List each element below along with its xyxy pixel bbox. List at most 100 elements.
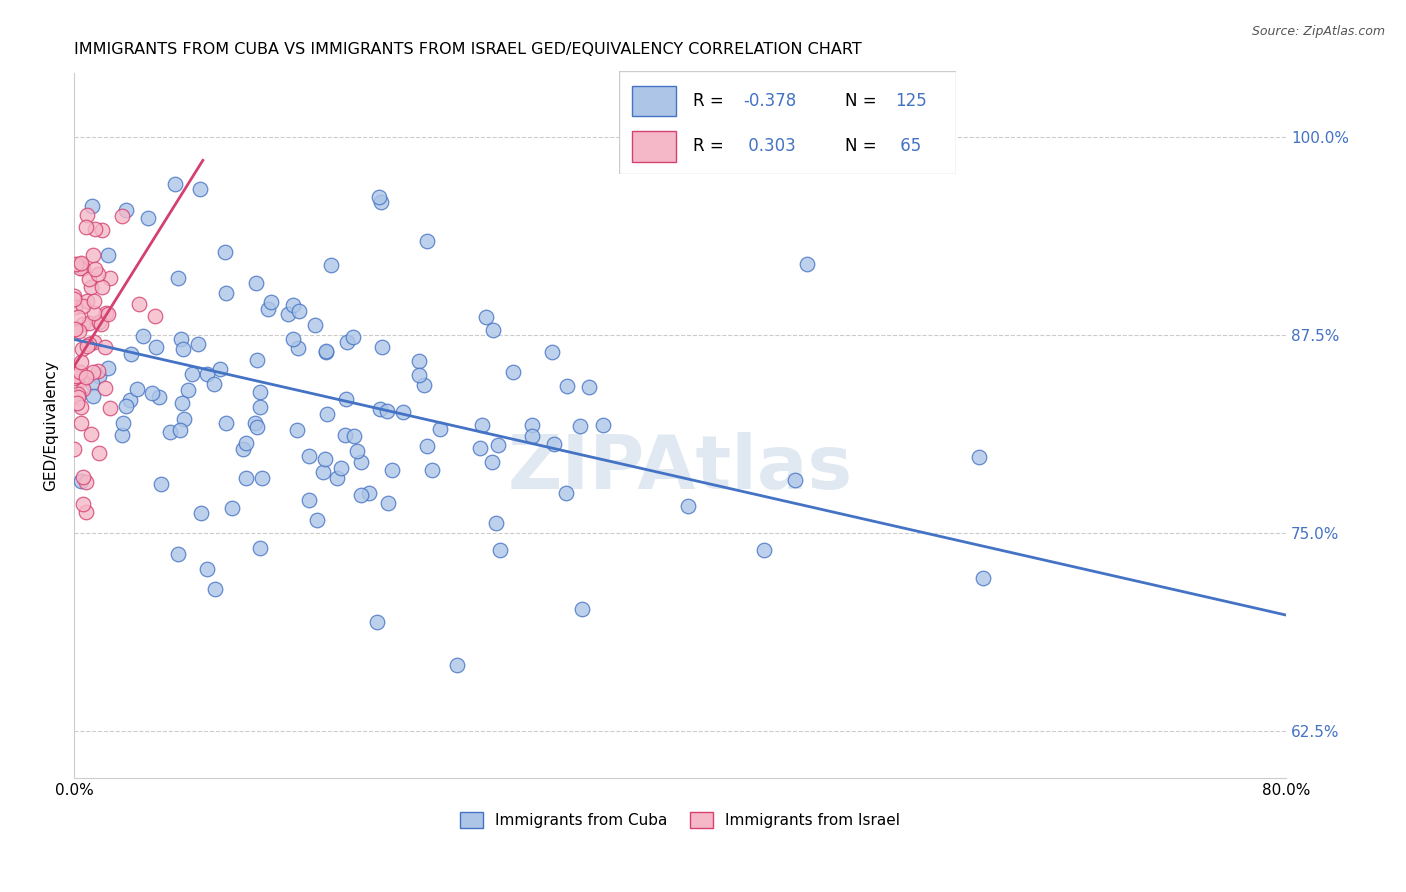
Point (245, 353, 267, 368)
Point (67, 369, 90, 384)
Point (187, 336, 209, 351)
Point (84, 261, 107, 276)
Point (416, 439, 439, 453)
Point (208, 362, 231, 376)
Point (190, 506, 212, 520)
Point (82, 389, 104, 403)
Point (235, 435, 257, 450)
Point (486, 438, 509, 452)
Point (177, 383, 200, 397)
Point (195, 367, 218, 381)
Point (72, 497, 94, 511)
Point (215, 285, 238, 300)
Point (145, 340, 167, 354)
Point (482, 323, 505, 337)
Point (76, 208, 98, 222)
Point (115, 399, 138, 413)
Point (72, 317, 94, 331)
Point (148, 390, 170, 404)
Point (63, 368, 86, 382)
Point (72, 470, 94, 484)
Text: IMMIGRANTS FROM CUBA VS IMMIGRANTS FROM ISRAEL GED/EQUIVALENCY CORRELATION CHART: IMMIGRANTS FROM CUBA VS IMMIGRANTS FROM … (75, 42, 862, 57)
Point (446, 658, 468, 673)
Point (249, 400, 271, 414)
Point (79, 280, 101, 294)
Text: N =: N = (845, 137, 882, 155)
Point (377, 496, 399, 510)
Point (783, 473, 806, 487)
Point (97, 307, 120, 321)
Point (371, 340, 394, 354)
Point (136, 211, 159, 226)
Point (197, 561, 219, 575)
Point (571, 602, 593, 616)
Point (125, 382, 148, 396)
Point (350, 487, 373, 501)
Point (375, 404, 398, 418)
Text: R =: R = (693, 92, 728, 110)
Point (569, 418, 592, 433)
Point (342, 329, 364, 343)
Point (252, 471, 274, 485)
Point (83, 294, 105, 309)
Point (77, 316, 100, 330)
Point (326, 471, 349, 485)
Point (75, 505, 97, 519)
Point (70, 400, 93, 414)
Point (357, 485, 380, 500)
Point (287, 341, 309, 355)
Point (481, 455, 503, 469)
Point (429, 422, 451, 436)
Point (86, 268, 108, 282)
Point (143, 309, 166, 323)
Point (75, 370, 97, 384)
Point (967, 450, 990, 464)
Point (502, 365, 524, 379)
Text: 0.303: 0.303 (744, 137, 796, 155)
Point (70, 416, 93, 430)
Point (245, 276, 267, 290)
Point (169, 423, 191, 437)
Point (70, 372, 93, 386)
Point (167, 547, 190, 561)
Point (67, 310, 90, 324)
Point (578, 380, 600, 394)
Text: N =: N = (845, 92, 882, 110)
Point (202, 377, 225, 392)
Point (298, 449, 321, 463)
Point (111, 428, 134, 442)
Point (63, 289, 86, 303)
Point (76, 294, 98, 309)
Y-axis label: GED/Equivalency: GED/Equivalency (44, 360, 58, 491)
Point (69, 355, 91, 369)
Point (304, 318, 326, 332)
Point (288, 304, 311, 318)
Point (287, 423, 309, 437)
Point (335, 428, 357, 442)
Point (350, 455, 373, 469)
Text: R =: R = (693, 137, 728, 155)
Point (77, 336, 100, 351)
Point (65, 322, 87, 336)
Point (132, 329, 155, 343)
Point (63, 370, 86, 384)
Point (485, 516, 508, 530)
Point (346, 444, 368, 458)
Point (77, 271, 100, 285)
Point (315, 407, 337, 421)
Point (489, 543, 512, 558)
Point (82, 365, 104, 379)
Point (315, 343, 337, 358)
Point (83, 222, 105, 236)
Point (112, 416, 135, 430)
Point (368, 190, 391, 204)
Point (368, 402, 391, 417)
Point (330, 460, 353, 475)
Point (415, 235, 437, 249)
Point (97, 248, 120, 262)
Point (520, 428, 543, 442)
Point (163, 177, 186, 191)
Point (592, 417, 614, 432)
Point (972, 571, 994, 585)
Point (170, 396, 193, 410)
